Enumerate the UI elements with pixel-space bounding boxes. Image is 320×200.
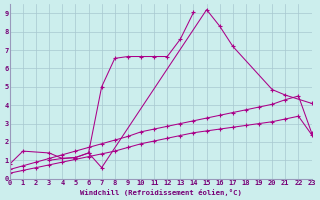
X-axis label: Windchill (Refroidissement éolien,°C): Windchill (Refroidissement éolien,°C) [80, 189, 242, 196]
